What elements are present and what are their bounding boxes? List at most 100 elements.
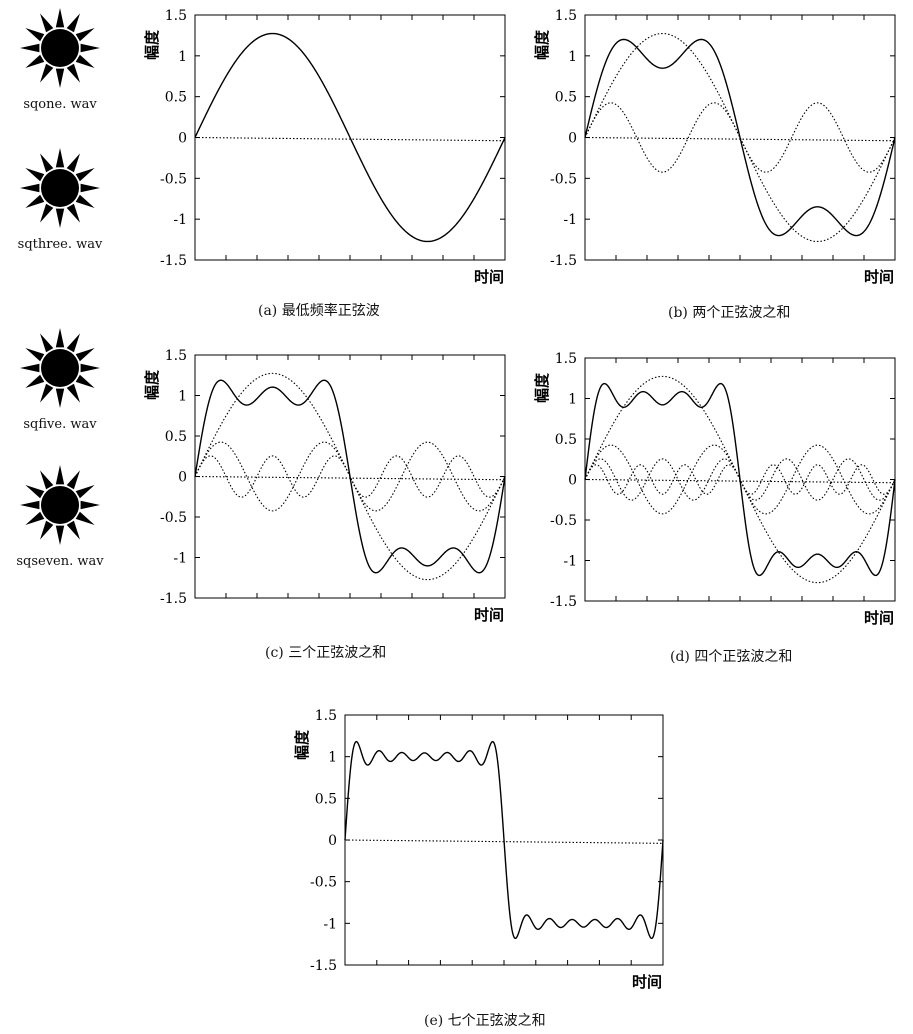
sun-ray bbox=[55, 68, 65, 88]
sun-ray bbox=[66, 470, 80, 490]
y-tick-label: 1.5 bbox=[165, 348, 187, 364]
series-line-dotted bbox=[194, 136, 506, 142]
sun-ray bbox=[25, 348, 45, 362]
sun-ray bbox=[40, 13, 54, 33]
y-axis-label: 幅度 bbox=[143, 29, 161, 60]
sun-ray bbox=[75, 374, 95, 388]
y-tick-label: 0.5 bbox=[315, 791, 337, 807]
sound-file-label: sqone. wav bbox=[23, 97, 97, 112]
y-tick-label: 1.5 bbox=[165, 8, 187, 24]
y-axis-label: 幅度 bbox=[533, 372, 551, 403]
y-tick-label: -0.5 bbox=[160, 171, 187, 187]
sun-ray bbox=[20, 43, 40, 53]
y-tick-label: 0.5 bbox=[555, 90, 577, 106]
y-tick-label: 1 bbox=[178, 49, 187, 65]
sun-ray bbox=[66, 63, 80, 83]
sun-ray bbox=[20, 183, 40, 193]
y-tick-label: 0.5 bbox=[165, 429, 187, 445]
sound-item-sqone[interactable]: sqone. wav bbox=[5, 5, 115, 112]
chart-caption-e: (e) 七个正弦波之和 bbox=[424, 1013, 546, 1029]
chart-caption-a: (a) 最低频率正弦波 bbox=[258, 303, 380, 319]
sun-ray bbox=[25, 54, 45, 68]
y-tick-label: -1 bbox=[173, 551, 187, 567]
y-tick-label: -1.5 bbox=[160, 253, 187, 269]
y-tick-label: 0 bbox=[328, 833, 337, 849]
y-tick-label: 0.5 bbox=[165, 90, 187, 106]
series-line-sum bbox=[584, 38, 896, 237]
sun-ray bbox=[80, 363, 100, 373]
x-axis-label: 时间 bbox=[474, 606, 504, 624]
y-tick-label: 1.5 bbox=[555, 8, 577, 24]
y-tick-label: -1 bbox=[563, 212, 577, 228]
sun-ray bbox=[40, 520, 54, 540]
sun-ray bbox=[75, 168, 95, 182]
sun-core bbox=[41, 486, 79, 524]
sun-ray bbox=[75, 194, 95, 208]
y-tick-label: 0 bbox=[178, 470, 187, 486]
sound-file-label: sqseven. wav bbox=[16, 554, 104, 569]
sun-core bbox=[41, 29, 79, 67]
sun-ray bbox=[75, 28, 95, 42]
x-axis-label: 时间 bbox=[864, 609, 894, 627]
sun-ray bbox=[55, 525, 65, 545]
y-tick-label: -1.5 bbox=[550, 594, 577, 610]
y-tick-label: -1 bbox=[173, 212, 187, 228]
sun-ray bbox=[55, 388, 65, 408]
series-line-sum bbox=[344, 740, 664, 940]
x-axis-label: 时间 bbox=[474, 268, 504, 286]
sun-core bbox=[41, 349, 79, 387]
chart-caption-b: (b) 两个正弦波之和 bbox=[668, 305, 791, 321]
y-tick-label: 1 bbox=[568, 392, 577, 408]
x-axis-label: 时间 bbox=[864, 268, 894, 286]
y-tick-label: -0.5 bbox=[550, 513, 577, 529]
sun-ray bbox=[75, 511, 95, 525]
sun-ray bbox=[25, 511, 45, 525]
series-line-dotted bbox=[584, 136, 896, 142]
sun-icon bbox=[20, 148, 100, 228]
series-line-dotted bbox=[344, 839, 664, 844]
sun-ray bbox=[55, 328, 65, 348]
sun-ray bbox=[25, 485, 45, 499]
series-line-dotted bbox=[584, 478, 896, 484]
series-line-sum bbox=[194, 32, 506, 243]
sun-ray bbox=[20, 363, 40, 373]
chart-caption-d: (d) 四个正弦波之和 bbox=[670, 649, 793, 665]
y-tick-label: 0 bbox=[568, 473, 577, 489]
sound-file-label: sqfive. wav bbox=[23, 417, 97, 432]
sun-ray bbox=[25, 168, 45, 182]
y-tick-label: 1 bbox=[568, 49, 577, 65]
y-tick-label: -0.5 bbox=[160, 510, 187, 526]
y-tick-label: -1.5 bbox=[310, 958, 337, 974]
sun-ray bbox=[40, 333, 54, 353]
sun-ray bbox=[75, 485, 95, 499]
sun-ray bbox=[75, 348, 95, 362]
series-line-dotted bbox=[194, 475, 506, 481]
y-tick-label: 0.5 bbox=[555, 432, 577, 448]
y-tick-label: 0 bbox=[178, 131, 187, 147]
sound-item-sqthree[interactable]: sqthree. wav bbox=[5, 145, 115, 252]
sun-icon bbox=[20, 465, 100, 545]
sun-ray bbox=[55, 148, 65, 168]
y-tick-label: -1.5 bbox=[550, 253, 577, 269]
y-tick-label: -1.5 bbox=[160, 591, 187, 607]
series-line-dotted bbox=[584, 464, 896, 495]
sun-ray bbox=[66, 153, 80, 173]
y-tick-label: 1 bbox=[178, 389, 187, 405]
sun-ray bbox=[40, 383, 54, 403]
sun-ray bbox=[40, 470, 54, 490]
sun-ray bbox=[80, 183, 100, 193]
y-tick-label: -0.5 bbox=[550, 171, 577, 187]
sun-ray bbox=[66, 383, 80, 403]
y-tick-label: 1.5 bbox=[555, 351, 577, 367]
sun-ray bbox=[40, 153, 54, 173]
sound-item-sqfive[interactable]: sqfive. wav bbox=[5, 325, 115, 432]
sound-item-sqseven[interactable]: sqseven. wav bbox=[5, 462, 115, 569]
sun-ray bbox=[55, 8, 65, 28]
sun-ray bbox=[25, 28, 45, 42]
sun-ray bbox=[20, 500, 40, 510]
y-tick-label: 0 bbox=[568, 131, 577, 147]
